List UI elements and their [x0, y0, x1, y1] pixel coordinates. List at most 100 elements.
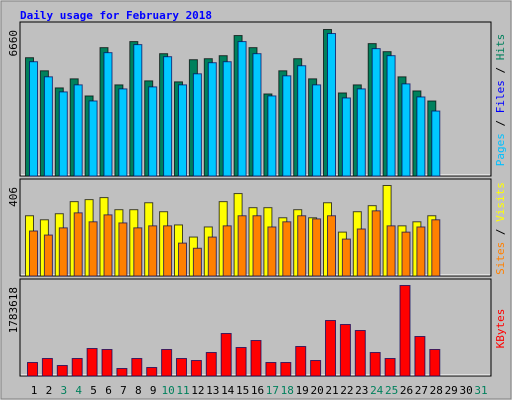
bar	[86, 348, 98, 377]
bar	[431, 219, 441, 277]
bar	[327, 33, 336, 177]
bar	[341, 238, 351, 277]
bar	[252, 215, 262, 277]
x-tick-label: 29	[445, 384, 458, 397]
y-axis-label-part: /	[494, 113, 507, 133]
x-tick-label: 16	[251, 384, 264, 397]
y-axis-label-part: /	[494, 60, 507, 80]
x-tick-label: 25	[385, 384, 398, 397]
x-tick-label: 8	[135, 384, 142, 397]
bar	[41, 358, 53, 377]
bar	[429, 349, 441, 377]
x-tick-label: 30	[459, 384, 472, 397]
bar	[56, 365, 68, 377]
bar	[267, 95, 277, 177]
bar	[73, 84, 83, 177]
x-tick-label: 14	[221, 384, 235, 397]
bar	[356, 88, 366, 177]
bar	[29, 230, 38, 277]
x-tick-label: 2	[46, 384, 53, 397]
bar	[88, 221, 98, 277]
y-axis-label-part: Visits	[494, 182, 507, 222]
bar	[222, 61, 232, 177]
bar	[371, 210, 381, 277]
y-axis-label-part: Files	[494, 80, 507, 113]
bar	[163, 225, 173, 277]
y-tick-label: 1783618	[7, 287, 20, 333]
bar	[341, 97, 351, 177]
bar	[207, 62, 217, 177]
bar	[58, 227, 68, 277]
x-tick-label: 4	[75, 384, 82, 397]
bar	[371, 48, 381, 177]
bar	[327, 215, 336, 277]
bar	[101, 349, 113, 377]
bar	[282, 75, 292, 177]
bar	[431, 110, 441, 177]
bar	[416, 226, 426, 277]
bar	[267, 226, 277, 277]
bar	[178, 242, 187, 277]
bar	[280, 362, 292, 377]
bar	[354, 330, 366, 377]
x-tick-label: 9	[150, 384, 157, 397]
bar	[339, 324, 351, 377]
bar	[325, 320, 336, 377]
bar	[250, 340, 262, 377]
bar	[237, 41, 247, 177]
bar	[312, 84, 322, 177]
bar	[220, 333, 232, 377]
bar	[73, 212, 83, 277]
bar	[146, 367, 158, 377]
bar	[222, 225, 232, 277]
x-tick-label: 13	[206, 384, 219, 397]
bar	[416, 96, 426, 177]
bar	[356, 228, 366, 277]
x-tick-label: 11	[176, 384, 189, 397]
x-tick-label: 20	[310, 384, 323, 397]
x-tick-label: 12	[191, 384, 204, 397]
bar	[386, 55, 396, 177]
bar	[103, 52, 113, 177]
bar	[252, 53, 262, 177]
x-tick-label: 7	[120, 384, 127, 397]
bar	[235, 347, 247, 377]
x-tick-label: 19	[296, 384, 309, 397]
bar	[399, 285, 411, 377]
bar	[297, 215, 307, 277]
bar	[71, 358, 83, 377]
x-tick-label: 24	[370, 384, 384, 397]
bar	[297, 65, 307, 177]
x-tick-label: 10	[161, 384, 174, 397]
x-tick-label: 21	[325, 384, 338, 397]
bar	[312, 218, 322, 277]
x-tick-label: 6	[105, 384, 112, 397]
bar	[29, 61, 38, 177]
y-axis-label-part: Hits	[494, 34, 507, 61]
bar	[190, 360, 202, 377]
x-tick-label: 26	[400, 384, 413, 397]
bar	[103, 214, 113, 277]
bar	[282, 221, 292, 277]
bar	[88, 100, 98, 177]
bar	[116, 368, 128, 377]
chart-title: Daily usage for February 2018	[20, 9, 212, 22]
y-axis-label-part: KBytes	[494, 309, 507, 349]
x-tick-label: 31	[474, 384, 487, 397]
bar	[265, 362, 277, 377]
x-tick-label: 22	[340, 384, 353, 397]
bar	[27, 362, 38, 377]
bar	[133, 227, 143, 277]
bar	[178, 84, 187, 177]
bar	[386, 225, 396, 277]
bar	[58, 91, 68, 177]
bar	[176, 358, 187, 377]
bar	[148, 225, 158, 277]
bar	[118, 88, 128, 177]
x-tick-label: 1	[31, 384, 38, 397]
bar	[384, 358, 396, 377]
bar	[192, 73, 202, 177]
x-tick-label: 28	[430, 384, 443, 397]
bar	[401, 231, 411, 277]
